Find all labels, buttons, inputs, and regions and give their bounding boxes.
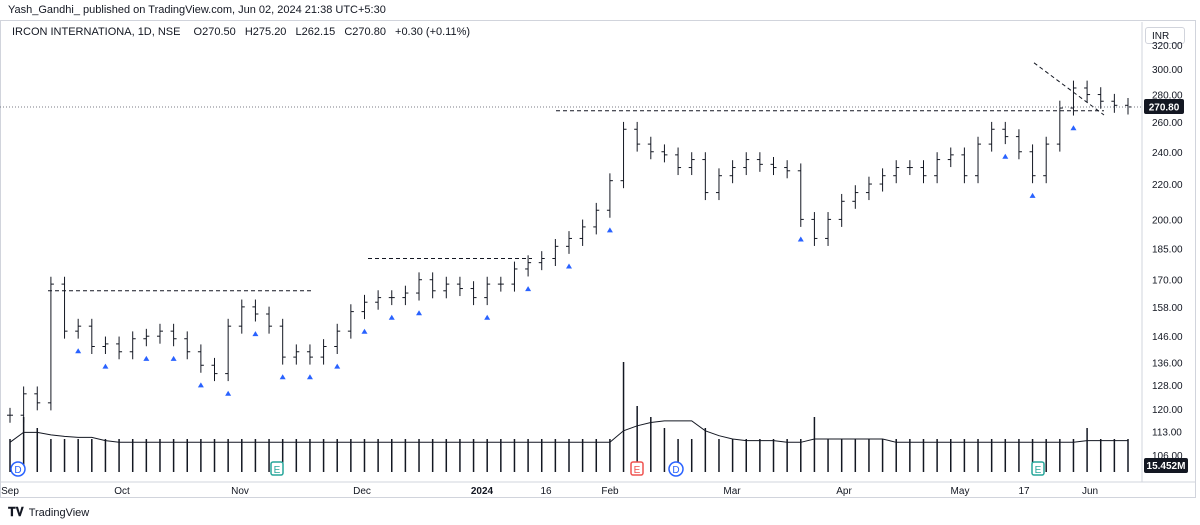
change-value: +0.30 (+0.11%)	[395, 26, 471, 38]
earnings-event-icon	[1031, 461, 1045, 476]
y-tick-label: 240.00	[1152, 148, 1183, 159]
x-tick-label: Apr	[836, 486, 852, 497]
signal-marker	[306, 374, 313, 380]
earnings-event-icon	[630, 461, 644, 476]
y-tick-label: 185.00	[1152, 244, 1183, 255]
volume-average-line	[9, 420, 1128, 443]
low-value: 262.15	[301, 26, 336, 38]
signal-marker	[416, 310, 423, 316]
signal-marker	[361, 328, 368, 334]
y-tick-label: 158.00	[1152, 303, 1183, 314]
x-tick-label: 17	[1018, 486, 1030, 497]
volume-tag	[1144, 458, 1188, 473]
x-tick-label: Jun	[1082, 486, 1098, 497]
y-tick-label: 170.00	[1152, 276, 1183, 287]
x-tick-label: Oct	[114, 486, 130, 497]
signal-marker	[1029, 192, 1036, 198]
signal-marker	[102, 363, 109, 369]
signal-marker	[388, 314, 395, 320]
signal-marker	[1070, 125, 1077, 131]
y-tick-label: 120.00	[1152, 405, 1183, 416]
signal-marker	[797, 236, 804, 242]
symbol-title[interactable]: IRCON INTERNATIONA, 1D, NSE	[12, 26, 181, 38]
y-tick-label: 113.00	[1152, 427, 1182, 438]
close-value: 270.80	[352, 26, 386, 38]
signal-marker	[525, 286, 532, 292]
signal-marker	[484, 314, 491, 320]
x-tick-label: 16	[540, 486, 552, 497]
currency-button[interactable]: INR	[1145, 27, 1185, 44]
high-label: H	[244, 26, 253, 38]
x-tick-label: Dec	[353, 486, 371, 497]
x-tick-label: Sep	[1, 486, 19, 497]
x-tick-label: May	[951, 486, 970, 497]
last-price-tag	[1144, 98, 1184, 114]
event-letter: D	[14, 465, 21, 476]
y-tick-label: 106.00	[1152, 451, 1183, 462]
signal-marker	[334, 363, 341, 369]
y-tick-label: 300.00	[1152, 65, 1183, 76]
signal-marker	[197, 382, 204, 388]
earnings-event-icon	[270, 461, 284, 476]
trendline-descending	[1033, 62, 1105, 116]
high-value: 275.20	[252, 26, 287, 38]
y-tick-label: 146.00	[1152, 332, 1183, 343]
y-tick-label: 128.00	[1152, 381, 1183, 392]
event-letter: D	[672, 465, 679, 476]
signal-marker	[75, 348, 82, 354]
signal-marker	[566, 263, 572, 269]
y-tick-label: 200.00	[1152, 215, 1183, 226]
x-tick-label: 2024	[471, 486, 494, 497]
tradingview-brand: 𝐓𝐕 TradingView	[8, 505, 89, 520]
dividend-event-icon	[668, 461, 684, 477]
signal-marker	[225, 390, 232, 396]
open-label: O	[193, 26, 203, 38]
dividend-event-icon	[10, 461, 26, 477]
open-value: 270.50	[202, 26, 236, 38]
signal-marker	[170, 355, 177, 361]
close-label: C	[344, 26, 353, 38]
event-letter: E	[274, 465, 281, 476]
y-tick-label: 280.00	[1152, 91, 1183, 102]
event-letter: E	[634, 465, 641, 476]
signal-marker	[606, 227, 613, 233]
signal-marker	[1002, 153, 1009, 159]
signal-marker	[279, 374, 286, 380]
signal-marker	[143, 355, 150, 361]
publisher-line: Yash_Gandhi_ published on TradingView.co…	[8, 4, 386, 16]
symbol-legend: IRCON INTERNATIONA, 1D, NSE O270.50 H275…	[12, 26, 470, 38]
y-tick-label: 136.00	[1152, 359, 1183, 370]
brand-label: TradingView	[28, 506, 90, 519]
chart-frame	[0, 20, 1196, 498]
y-tick-label: 320.00	[1152, 41, 1183, 52]
x-tick-label: Nov	[231, 486, 249, 497]
volume-tag-label: 15.452M	[1147, 461, 1186, 472]
signal-marker	[252, 331, 259, 337]
tradingview-logo-icon: 𝐓𝐕	[8, 505, 24, 519]
last-price-label: 270.80	[1149, 102, 1180, 113]
y-tick-label: 260.00	[1152, 118, 1183, 129]
event-letter: E	[1035, 465, 1042, 476]
y-tick-label: 220.00	[1152, 180, 1183, 191]
low-label: L	[295, 26, 302, 38]
x-tick-label: Feb	[601, 486, 619, 497]
x-tick-label: Mar	[723, 486, 741, 497]
